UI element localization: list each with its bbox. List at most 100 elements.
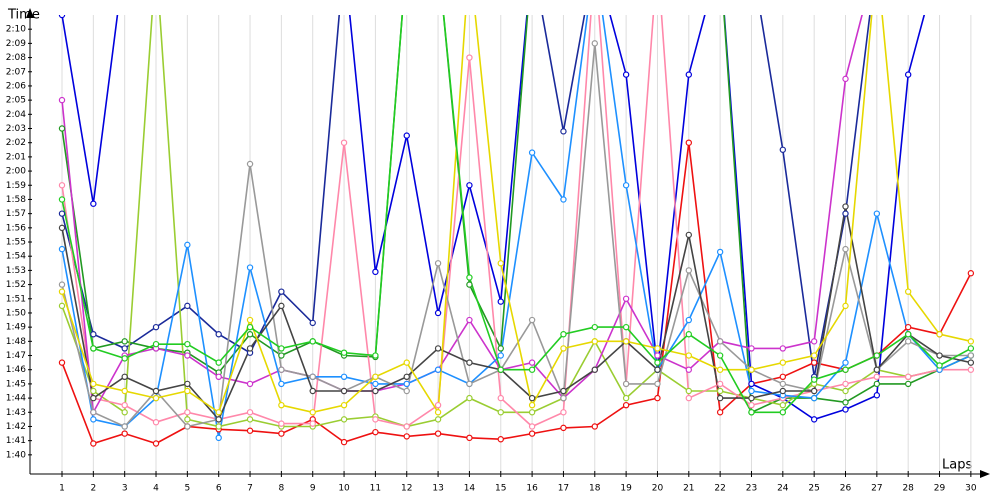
data-point bbox=[716, 387, 724, 395]
x-tick-label: 20 bbox=[652, 484, 664, 494]
data-point bbox=[340, 387, 348, 395]
data-point bbox=[528, 430, 536, 437]
data-point bbox=[278, 366, 285, 373]
data-point bbox=[497, 409, 504, 416]
data-point bbox=[58, 15, 66, 19]
data-point bbox=[842, 387, 849, 395]
data-point bbox=[842, 210, 849, 217]
data-point bbox=[278, 430, 285, 437]
series-line bbox=[61, 15, 863, 415]
data-point bbox=[842, 245, 849, 253]
data-point bbox=[622, 295, 630, 302]
data-point bbox=[278, 302, 285, 310]
x-axis-arrow bbox=[980, 470, 990, 478]
data-point bbox=[716, 366, 724, 373]
data-point bbox=[622, 338, 630, 345]
data-point bbox=[873, 366, 881, 373]
data-point bbox=[873, 373, 881, 381]
data-point bbox=[654, 352, 661, 359]
data-point bbox=[497, 352, 504, 359]
data-point bbox=[466, 394, 473, 402]
data-point bbox=[152, 394, 160, 402]
y-tick-label: 1:57 bbox=[6, 209, 26, 219]
data-point bbox=[278, 288, 285, 295]
data-point bbox=[90, 200, 97, 207]
data-point bbox=[622, 401, 630, 409]
data-point bbox=[58, 224, 66, 232]
x-tick-label: 7 bbox=[247, 484, 253, 494]
data-point bbox=[904, 323, 912, 331]
data-point bbox=[842, 406, 849, 413]
y-tick-label: 1:40 bbox=[6, 450, 26, 460]
data-point bbox=[685, 387, 693, 395]
data-point bbox=[967, 338, 975, 345]
y-tick-label: 1:53 bbox=[6, 266, 26, 276]
data-point bbox=[936, 362, 943, 369]
data-point bbox=[904, 288, 912, 295]
data-point bbox=[622, 71, 630, 78]
data-point bbox=[685, 352, 693, 359]
y-tick-label: 1:56 bbox=[6, 223, 26, 233]
data-point bbox=[58, 288, 66, 295]
data-point bbox=[215, 359, 222, 366]
data-point bbox=[497, 366, 504, 373]
data-point bbox=[58, 125, 66, 132]
data-point bbox=[58, 182, 66, 189]
data-point bbox=[246, 416, 254, 423]
data-point bbox=[716, 394, 724, 402]
data-point bbox=[685, 267, 693, 274]
x-tick-label: 30 bbox=[965, 484, 977, 494]
data-point bbox=[90, 380, 97, 388]
data-point bbox=[121, 409, 128, 416]
data-point bbox=[654, 380, 661, 388]
data-point bbox=[184, 409, 191, 416]
data-point bbox=[152, 440, 160, 447]
data-point bbox=[215, 409, 222, 416]
data-point bbox=[278, 352, 285, 359]
data-point bbox=[904, 331, 912, 338]
data-point bbox=[246, 345, 254, 352]
y-tick-label: 1:46 bbox=[6, 365, 26, 375]
data-point bbox=[121, 401, 128, 409]
data-point bbox=[309, 373, 316, 381]
data-point bbox=[340, 373, 348, 381]
series-line bbox=[61, 15, 926, 421]
data-point bbox=[716, 338, 724, 345]
data-point bbox=[466, 359, 473, 366]
x-tick-label: 3 bbox=[122, 484, 128, 494]
data-point bbox=[560, 424, 567, 432]
data-point bbox=[58, 302, 66, 310]
data-point bbox=[622, 323, 630, 331]
y-tick-label: 1:43 bbox=[6, 408, 26, 418]
data-point bbox=[466, 182, 473, 189]
data-point bbox=[622, 394, 630, 402]
data-point bbox=[58, 359, 66, 366]
data-point bbox=[904, 373, 912, 381]
data-point bbox=[497, 394, 504, 402]
data-point bbox=[716, 380, 724, 388]
data-point bbox=[497, 260, 504, 267]
x-tick-label: 29 bbox=[934, 484, 946, 494]
data-point bbox=[403, 433, 410, 440]
data-point bbox=[372, 416, 379, 423]
data-point bbox=[121, 430, 128, 437]
data-point bbox=[842, 302, 849, 310]
data-point bbox=[873, 210, 881, 217]
data-point bbox=[591, 423, 598, 430]
data-point bbox=[121, 355, 128, 362]
data-point bbox=[90, 409, 97, 416]
y-tick-label: 2:04 bbox=[6, 110, 26, 120]
x-tick-label: 11 bbox=[370, 484, 381, 494]
data-point bbox=[246, 380, 254, 388]
data-point bbox=[842, 203, 849, 210]
data-point bbox=[904, 338, 912, 345]
x-tick-label: 13 bbox=[432, 484, 443, 494]
x-tick-label: 17 bbox=[558, 484, 569, 494]
data-point bbox=[497, 345, 504, 352]
data-point bbox=[434, 416, 442, 423]
data-point bbox=[434, 345, 442, 352]
data-point bbox=[685, 394, 693, 402]
data-point bbox=[372, 387, 379, 395]
data-point bbox=[810, 338, 818, 345]
data-point bbox=[278, 380, 285, 388]
